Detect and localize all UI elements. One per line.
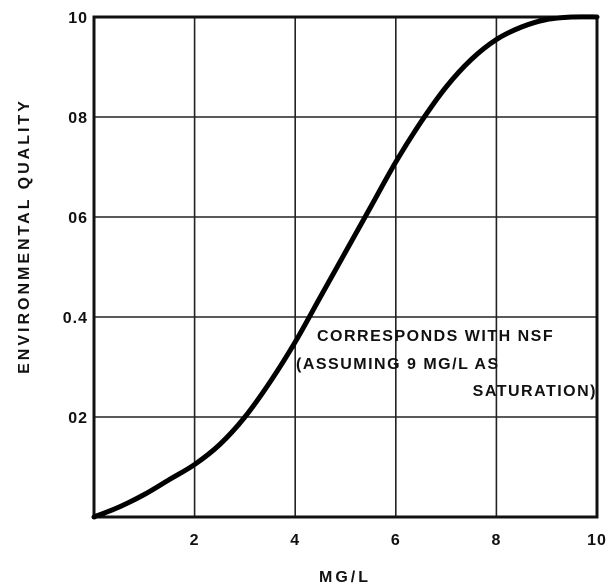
- y-tick-label-3: 08: [68, 110, 88, 127]
- x-tick-label-4: 10: [587, 532, 607, 549]
- tick-labels: 2 4 6 8 10 02 0.4 06 08 10: [63, 10, 607, 549]
- y-tick-label-1: 0.4: [63, 310, 88, 327]
- series-curve: [91, 14, 600, 520]
- annotation-line-1: CORRESPONDS WITH NSF: [317, 328, 554, 345]
- x-tick-label-3: 8: [491, 532, 501, 549]
- y-tick-label-2: 06: [68, 210, 88, 227]
- y-tick-label-4: 10: [68, 10, 88, 27]
- x-tick-label-0: 2: [190, 532, 200, 549]
- plot-frame: [92, 15, 599, 519]
- x-tick-label-1: 4: [290, 532, 300, 549]
- plot-border: [92, 15, 599, 519]
- series-line-0: [91, 14, 600, 520]
- annotation-line-2: (ASSUMING 9 MG/L AS: [296, 356, 500, 373]
- y-tick-label-0: 02: [68, 410, 88, 427]
- x-axis-label: MG/L: [319, 569, 371, 586]
- annotation: CORRESPONDS WITH NSF (ASSUMING 9 MG/L AS…: [296, 328, 597, 400]
- grid: [94, 17, 597, 517]
- y-axis-label: ENVIRONMENTAL QUALITY: [16, 98, 33, 374]
- annotation-line-3: SATURATION): [473, 383, 597, 400]
- x-tick-label-2: 6: [391, 532, 401, 549]
